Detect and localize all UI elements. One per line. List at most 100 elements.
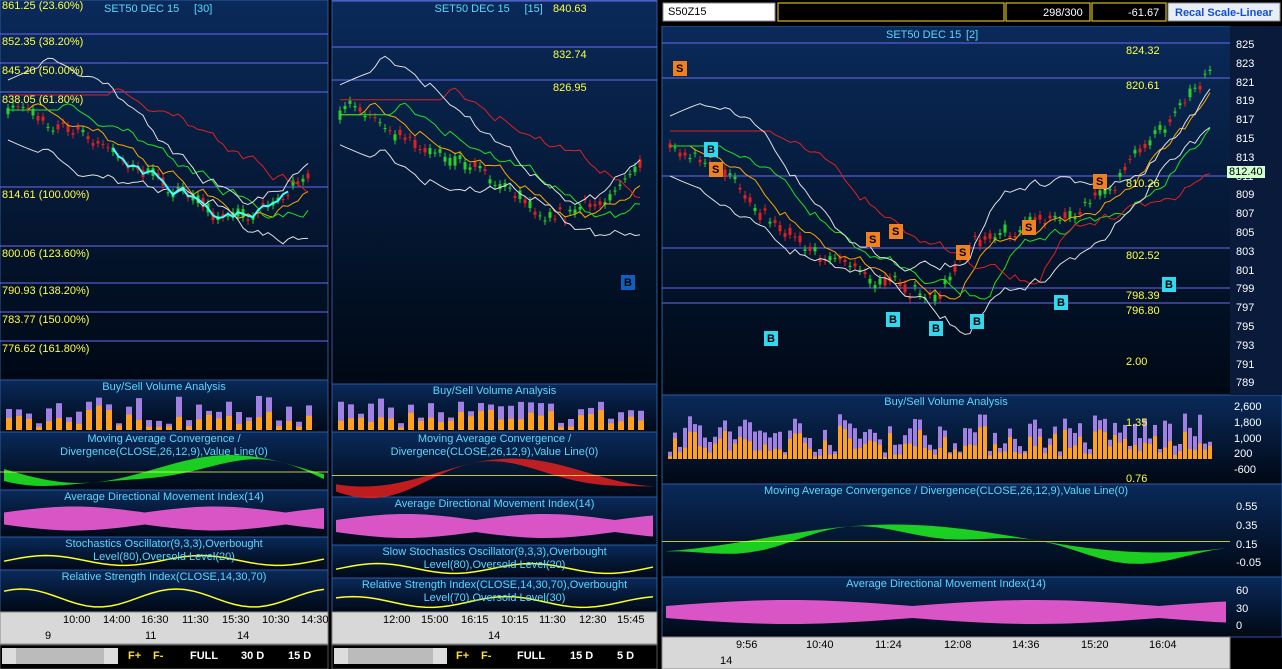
volume-tick: 200 <box>1234 448 1253 461</box>
volume-bar <box>438 412 444 430</box>
candle-body <box>768 221 772 224</box>
signal-label: B <box>1057 297 1065 309</box>
indicator-title: Buy/Sell Volume Analysis <box>432 385 557 397</box>
candle-body <box>1208 69 1212 71</box>
price-change: -61.67 <box>1128 7 1160 19</box>
candle-body <box>1163 129 1167 133</box>
time-label: 10:30 <box>262 614 290 626</box>
volume-bar <box>858 448 862 459</box>
candle-body <box>458 155 462 160</box>
volume-bar <box>56 418 62 430</box>
macd-fill <box>666 524 1226 564</box>
toolbar-button[interactable]: 5 D <box>617 650 635 662</box>
scale-button-label[interactable]: Recal Scale-Linear <box>1175 7 1273 19</box>
signal-label: B <box>624 277 632 289</box>
bollinger-band <box>669 126 1211 335</box>
volume-bar <box>1093 431 1097 459</box>
time-label: 11:24 <box>875 639 902 651</box>
price-tick: 799 <box>1236 283 1255 296</box>
toolbar-button[interactable]: FULL <box>517 650 546 662</box>
candle-body <box>373 116 377 118</box>
volume-bar <box>1048 444 1052 459</box>
volume-bar <box>753 431 757 459</box>
volume-bar <box>348 404 354 430</box>
candle-body <box>583 199 587 201</box>
volume-bar <box>1078 436 1082 459</box>
candle-body <box>86 136 90 140</box>
toolbar-button[interactable]: 15 D <box>570 650 594 662</box>
candle-body <box>998 233 1002 236</box>
candle-body <box>1203 73 1207 75</box>
volume-bar <box>1188 427 1192 459</box>
candle-body <box>428 148 432 155</box>
volume-bar <box>226 401 232 430</box>
candle-body <box>1003 224 1007 233</box>
candle-body <box>418 148 422 150</box>
indicator-panel <box>0 431 329 491</box>
macd-tick: 0.55 <box>1236 501 1258 513</box>
toolbar-button[interactable]: 30 D <box>241 650 265 662</box>
volume-bar <box>378 417 384 430</box>
scroll-right <box>104 648 118 664</box>
volume-bar <box>808 438 812 459</box>
volume-bar <box>1018 453 1022 459</box>
volume-bar <box>868 440 872 459</box>
candle-body <box>1138 148 1142 153</box>
level-label: 845.20 (50.00%) <box>2 65 84 77</box>
moving-average <box>8 103 309 219</box>
indicator-title: Buy/Sell Volume Analysis <box>102 381 226 393</box>
signal-label: B <box>889 314 897 326</box>
volume-bar <box>798 433 802 459</box>
signal-marker <box>1162 277 1176 292</box>
moving-average <box>340 102 641 219</box>
volume-bar <box>1138 438 1142 459</box>
symbol-input[interactable]: S50Z15 <box>668 6 707 18</box>
volume-bar <box>286 406 292 430</box>
candle-body <box>753 207 757 212</box>
candle-body <box>1153 130 1157 134</box>
volume-bar <box>703 447 707 459</box>
toolbar-button[interactable]: F- <box>481 650 492 662</box>
volume-bar <box>126 414 132 430</box>
candle-body <box>11 105 15 108</box>
level-label: 820.61 <box>1126 80 1160 92</box>
toolbar-button[interactable]: F+ <box>128 650 142 662</box>
moving-average <box>670 92 1211 300</box>
candle-body <box>908 296 912 299</box>
volume-bar <box>1163 447 1167 459</box>
volume-bar <box>753 450 757 459</box>
volume-bar <box>398 423 404 430</box>
candle-body <box>31 108 35 116</box>
volume-bar <box>518 401 524 430</box>
moving-average <box>340 102 641 219</box>
candle-body <box>818 258 822 263</box>
volume-bar <box>1103 432 1107 459</box>
toolbar-button[interactable]: 15 D <box>288 650 312 662</box>
signal-label: B <box>1165 279 1173 291</box>
volume-bar <box>36 426 42 430</box>
time-label: 10:40 <box>806 639 834 651</box>
toolbar-button[interactable]: F+ <box>456 650 470 662</box>
volume-bar <box>1003 451 1007 459</box>
volume-bar <box>1173 454 1177 459</box>
oscillator-line <box>3 554 325 567</box>
volume-bar <box>1198 414 1202 459</box>
toolbar-button[interactable]: FULL <box>190 650 219 662</box>
scroll-right <box>433 648 447 664</box>
toolbar-button[interactable]: F- <box>153 650 164 662</box>
candle-body <box>523 199 527 204</box>
candle-body <box>608 194 612 201</box>
price-tick: 825 <box>1236 39 1255 51</box>
signal-label: B <box>973 316 981 328</box>
time-label: 15:20 <box>1081 639 1109 651</box>
scroll-left <box>334 648 348 664</box>
volume-bar <box>763 444 767 459</box>
volume-bar <box>196 404 202 430</box>
candle-body <box>638 159 642 168</box>
candle-body <box>983 236 987 240</box>
oscillator-line <box>335 562 654 575</box>
signal-marker <box>889 224 903 239</box>
volume-bar <box>1128 449 1132 459</box>
time-label: 11:30 <box>182 614 209 626</box>
